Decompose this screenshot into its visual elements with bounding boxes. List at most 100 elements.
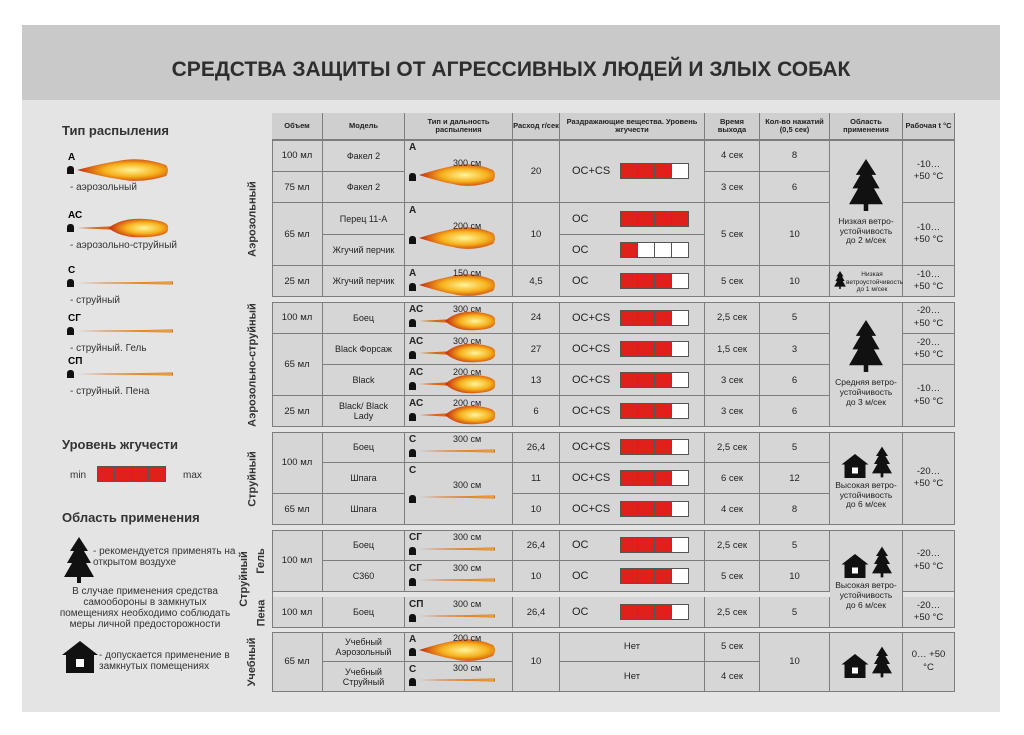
spray-desc: - аэрозольный [70,182,137,193]
rate-cell: 10 [513,561,560,592]
spray-range: 300 см [453,433,482,444]
model-cell: Учебный Аэрозольный [323,632,405,662]
column-header-text: Объем [284,120,310,130]
spray-range: 300 см [453,663,482,673]
spray-code: АС [409,398,424,409]
model-text: Перец 11-А [339,213,388,224]
presses-text: 6 [791,181,798,193]
agent-cell: ОС [560,266,705,297]
rate-text: 26,4 [526,539,546,551]
level-square [671,372,689,388]
flame [417,484,497,513]
rate-text: 20 [530,165,542,177]
rate-cell: 11 [513,463,560,494]
flame [417,438,497,467]
agent-name: ОС+CS [572,311,611,324]
level-bar [620,439,689,455]
time-cell: 6 сек [705,463,760,494]
temp-cell: -20… +50 °С [903,432,955,525]
group-sublabel: Пена [255,599,267,626]
model-text: Жгучий перчик [332,245,395,255]
time-cell: 5 сек [705,203,760,266]
rate-cell: 26,4 [513,432,560,463]
presses-cell: 8 [760,494,830,525]
time-cell: 2,5 сек [705,432,760,463]
volume-cell: 100 мл [272,432,323,494]
temp-range: -20… +50 °С [913,336,944,360]
column-header: Кол-во нажатий (0,5 сек) [760,113,830,140]
column-header-text: Рабочая t °С [905,120,952,130]
rate-text: 10 [530,570,542,582]
spray-cell: С 300 см [405,463,513,525]
flame [417,667,497,696]
level-scale [97,465,166,483]
level-square [671,501,689,517]
time-cell: 2,5 сек [705,597,760,628]
temp-range: -10… +50 °С [913,268,944,292]
level-square [654,604,672,620]
model-cell: Факел 2 [323,172,405,203]
agent-name: ОС+CS [572,374,611,386]
level-bar [620,604,689,620]
volume-cell: 65 мл [272,334,323,396]
person-icon [409,613,416,622]
level-square [654,537,672,553]
level-min: min [70,470,87,481]
spray-code: СП [409,599,424,610]
spray-range: 200 см [453,366,482,377]
volume-cell: 100 мл [272,140,323,172]
spray-cell: А 300 см [405,140,513,203]
level-bar [620,537,689,553]
model-cell: Учебный Струйный [323,662,405,692]
level-square [637,439,655,455]
time-cell: 2,5 сек [705,530,760,561]
level-square [620,273,638,289]
agent-name: ОС+CS [572,405,611,417]
spray-code: АС [409,367,424,378]
level-bar [620,403,689,419]
level-square [671,163,689,179]
presses-text: 5 [791,539,798,551]
time-cell: 5 сек [705,266,760,297]
level-square [637,501,655,517]
agent-cell: ОС+CS [560,494,705,525]
time-cell: 5 сек [705,561,760,592]
spray-range: 300 см [453,157,482,168]
level-square [654,439,672,455]
agent-name: ОС [572,570,589,582]
volume-cell: 65 мл [272,494,323,525]
person-icon [409,678,416,686]
spray-range: 150 см [453,267,482,278]
spray-code: СГ [409,563,422,574]
volume-cell: 25 мл [272,266,323,297]
spray-desc: - струйный [70,295,121,306]
rate-text: 10 [530,228,542,240]
presses-text: 5 [791,606,798,618]
model-text: Шпага [350,473,377,483]
spray-code: АС [409,336,424,347]
spray-cell: А 150 см [405,266,513,297]
flame [417,371,497,400]
volume-text: 25 мл [284,275,310,287]
time-text: 4 сек [720,503,744,515]
model-text: Учебный Аэрозольный [335,636,392,657]
flame [417,225,497,254]
level-square [654,341,672,357]
level-square [637,341,655,357]
model-text: Black [352,375,375,385]
time-text: 3 сек [720,374,744,386]
level-square [620,501,638,517]
spray-code: А [409,268,417,279]
area-text: Низкая ветроустойчивость до 1 м/сек [846,271,904,294]
person-icon [409,319,416,327]
spray-cell: СГ 300 см [405,530,513,561]
person-icon [409,350,416,359]
model-text: Шпага [350,504,377,514]
model-cell: Шпага [323,494,405,525]
spray-range: 300 см [453,562,482,573]
temp-cell: -20… +50 °С [903,530,955,592]
flame [417,567,497,596]
level-square [671,273,689,289]
flame [417,162,497,191]
